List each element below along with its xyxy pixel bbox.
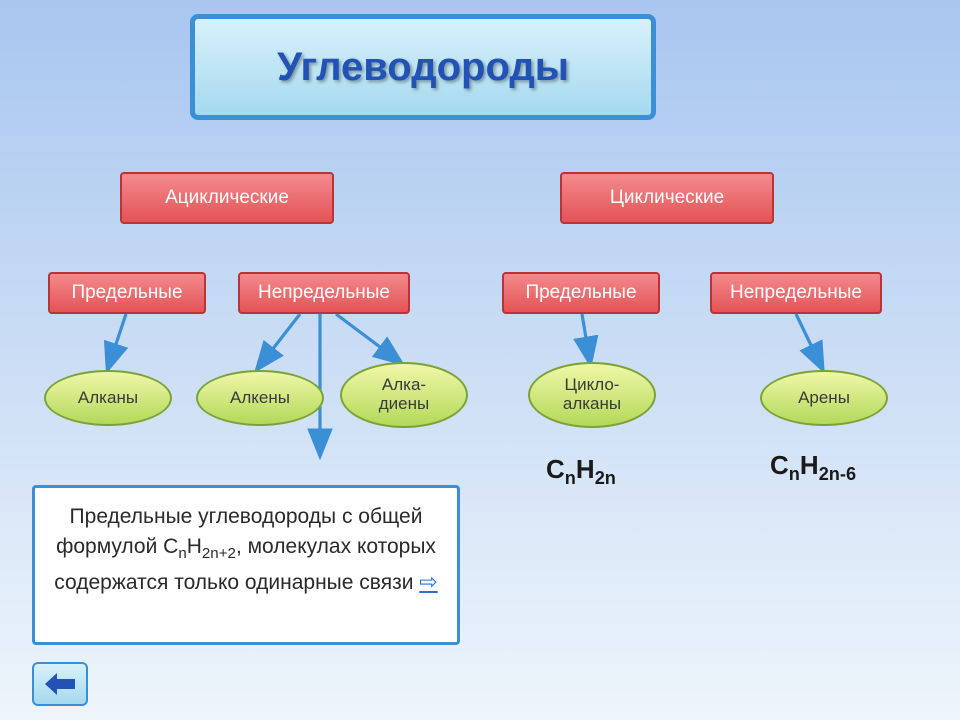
connector-arrow-0 xyxy=(108,314,126,368)
class-ellipse-3: Цикло- алканы xyxy=(528,362,656,428)
back-nav-button[interactable] xyxy=(32,662,88,706)
category-box-1: Циклические xyxy=(560,172,774,224)
main-title-text: Углеводороды xyxy=(277,45,569,90)
slide-content: Углеводороды Ациклические Циклические Пре… xyxy=(0,0,960,720)
subcategory-box-3: Непредельные xyxy=(710,272,882,314)
connector-arrow-1 xyxy=(258,314,300,368)
main-title-box: Углеводороды xyxy=(190,14,656,120)
callout-link-icon[interactable]: ⇨ xyxy=(419,569,437,594)
subcategory-box-2: Предельные xyxy=(502,272,660,314)
connector-arrow-3 xyxy=(336,314,400,362)
formula-label-1: CnH2n-6 xyxy=(770,450,856,485)
category-box-0: Ациклические xyxy=(120,172,334,224)
connector-arrow-5 xyxy=(796,314,822,368)
definition-callout: Предельные углеводороды с общей формулой… xyxy=(32,485,460,645)
back-arrow-icon xyxy=(45,673,75,695)
callout-formula: CnH2n+2 xyxy=(163,535,236,558)
callout-text: Предельные углеводороды с общей формулой… xyxy=(54,505,437,594)
subcategory-box-1: Непредельные xyxy=(238,272,410,314)
subcategory-box-0: Предельные xyxy=(48,272,206,314)
class-ellipse-1: Алкены xyxy=(196,370,324,426)
connector-arrow-4 xyxy=(582,314,590,362)
class-ellipse-2: Алка- диены xyxy=(340,362,468,428)
class-ellipse-4: Арены xyxy=(760,370,888,426)
formula-label-0: CnH2n xyxy=(546,454,616,489)
